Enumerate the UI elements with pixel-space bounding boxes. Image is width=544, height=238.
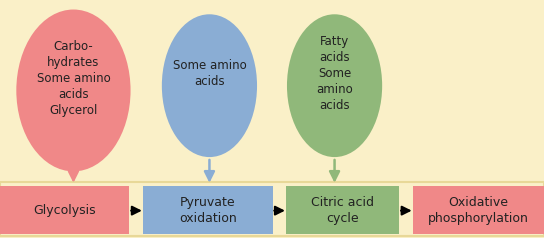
FancyBboxPatch shape [286, 186, 399, 234]
Text: Pyruvate
oxidation: Pyruvate oxidation [179, 196, 237, 224]
Text: Citric acid
cycle: Citric acid cycle [311, 196, 374, 224]
Ellipse shape [287, 14, 382, 157]
FancyBboxPatch shape [0, 186, 129, 234]
Text: Glycolysis: Glycolysis [33, 203, 96, 217]
FancyBboxPatch shape [143, 186, 273, 234]
Ellipse shape [162, 14, 257, 157]
FancyBboxPatch shape [0, 182, 544, 236]
Ellipse shape [16, 10, 131, 171]
Text: Fatty
acids
Some
amino
acids: Fatty acids Some amino acids [316, 35, 353, 112]
Text: Some amino
acids: Some amino acids [172, 59, 246, 88]
Text: Carbo-
hydrates
Some amino
acids
Glycerol: Carbo- hydrates Some amino acids Glycero… [36, 40, 110, 117]
Text: Oxidative
phosphorylation: Oxidative phosphorylation [428, 196, 529, 224]
FancyBboxPatch shape [413, 186, 544, 234]
